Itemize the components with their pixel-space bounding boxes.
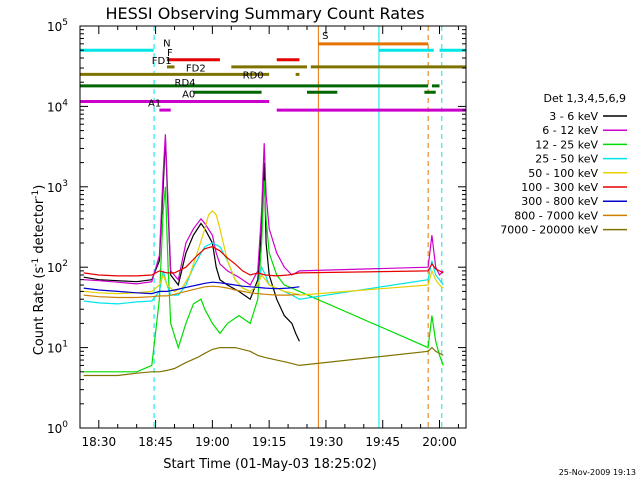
x-tick-label: 20:00	[422, 435, 457, 449]
legend-title: Det 1,3,4,5,6,9	[543, 92, 626, 105]
state-label: FD1	[152, 56, 172, 67]
series-line	[83, 281, 300, 295]
state-label: RD4	[175, 78, 196, 89]
series-line	[83, 138, 300, 342]
legend-label: 50 - 100 keV	[528, 167, 598, 180]
y-tick-label: 102	[47, 259, 68, 275]
series-line	[83, 242, 444, 305]
legend-label: 6 - 12 keV	[542, 124, 598, 137]
series-line	[83, 180, 444, 373]
legend-label: 3 - 6 keV	[549, 110, 598, 123]
x-axis-label: Start Time (01-May-03 18:25:02)	[163, 457, 377, 472]
series-line	[83, 210, 444, 296]
y-tick-label: 100	[47, 420, 68, 436]
y-tick-label: 101	[47, 340, 68, 356]
state-label: A0	[182, 90, 195, 101]
x-tick-label: 19:15	[252, 435, 287, 449]
legend-label: 300 - 800 keV	[521, 195, 598, 208]
state-label: N	[163, 39, 170, 50]
chart-title: HESSI Observing Summary Count Rates	[105, 4, 424, 23]
svg-text:Count Rate (s-1 detector-1): Count Rate (s-1 detector-1)	[31, 185, 47, 356]
legend-label: 100 - 300 keV	[521, 181, 598, 194]
state-label: FD2	[186, 63, 206, 74]
x-tick-label: 19:45	[365, 435, 400, 449]
x-tick-label: 18:45	[138, 435, 173, 449]
legend-label: 800 - 7000 keV	[514, 209, 598, 222]
state-label: F	[167, 48, 173, 59]
x-tick-label: 18:30	[82, 435, 117, 449]
series-line	[83, 246, 444, 277]
state-label: RD0	[243, 70, 264, 81]
legend-label: 12 - 25 keV	[535, 138, 598, 151]
y-tick-label: 103	[47, 179, 68, 195]
legend-label: 25 - 50 keV	[535, 153, 598, 166]
timestamp-footer: 25-Nov-2009 19:13	[559, 468, 636, 477]
y-axis-label: Count Rate (s-1 detector-1)	[31, 185, 47, 356]
series-line	[83, 285, 300, 299]
y-tick-label: 104	[47, 98, 68, 114]
state-label: A1	[148, 98, 161, 109]
x-tick-label: 19:00	[195, 435, 230, 449]
y-tick-label: 105	[47, 18, 68, 34]
series-line	[83, 346, 444, 377]
legend-label: 7000 - 20000 keV	[500, 224, 598, 237]
x-tick-label: 19:30	[309, 435, 344, 449]
state-label: S	[322, 31, 328, 42]
plot-frame	[79, 25, 467, 429]
